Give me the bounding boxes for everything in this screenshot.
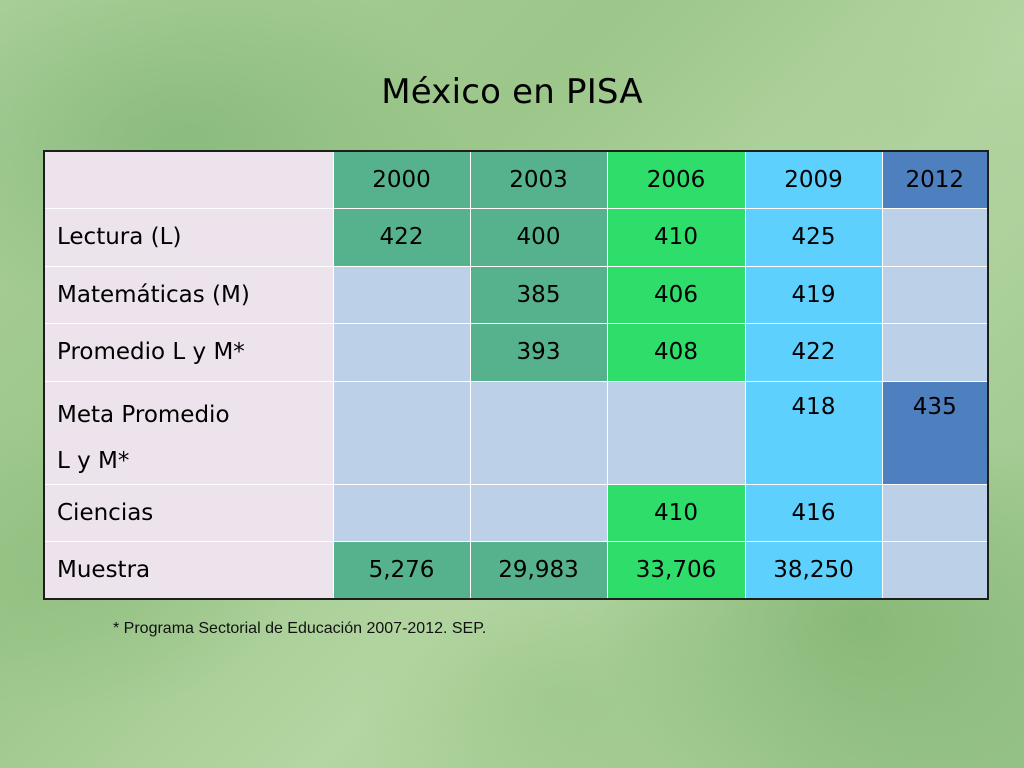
table-cell: 29,983 bbox=[469, 540, 608, 600]
table-cell: 410 bbox=[606, 207, 746, 267]
row-label: Matemáticas (M) bbox=[43, 265, 334, 324]
table-cell: 408 bbox=[606, 322, 746, 382]
table-row-lectura: Lectura (L) 422 400 410 425 bbox=[43, 207, 989, 267]
row-label: Ciencias bbox=[43, 483, 334, 542]
table-row-ciencias: Ciencias 410 416 bbox=[43, 483, 989, 542]
table-cell: 393 bbox=[469, 322, 608, 382]
row-label: Meta Promedio L y M* bbox=[43, 380, 334, 485]
table-cell bbox=[332, 483, 471, 542]
table-cell bbox=[469, 380, 608, 485]
table-cell: 422 bbox=[332, 207, 471, 267]
table-cell bbox=[881, 207, 989, 267]
table-cell bbox=[332, 322, 471, 382]
table-cell bbox=[881, 265, 989, 324]
table-cell bbox=[332, 265, 471, 324]
year-header-2000: 2000 bbox=[332, 150, 471, 209]
table-cell: 385 bbox=[469, 265, 608, 324]
table-cell: 410 bbox=[606, 483, 746, 542]
header-corner-cell bbox=[43, 150, 334, 209]
row-label-line: L y M* bbox=[57, 447, 130, 474]
table-cell: 5,276 bbox=[332, 540, 471, 600]
slide-title: México en PISA bbox=[381, 72, 643, 112]
table-cell bbox=[881, 540, 989, 600]
table-cell bbox=[469, 483, 608, 542]
table-cell bbox=[332, 380, 471, 485]
table-cell: 33,706 bbox=[606, 540, 746, 600]
table-cell bbox=[881, 322, 989, 382]
year-header-2012: 2012 bbox=[881, 150, 989, 209]
year-header-2003: 2003 bbox=[469, 150, 608, 209]
table-cell bbox=[881, 483, 989, 542]
table-row-matematicas: Matemáticas (M) 385 406 419 bbox=[43, 265, 989, 324]
table-cell: 422 bbox=[744, 322, 883, 382]
table-cell: 425 bbox=[744, 207, 883, 267]
row-label-line: Meta Promedio bbox=[57, 401, 230, 428]
table-cell: 38,250 bbox=[744, 540, 883, 600]
year-header-2006: 2006 bbox=[606, 150, 746, 209]
table-cell: 435 bbox=[881, 380, 989, 485]
header-row: 2000 2003 2006 2009 2012 bbox=[43, 150, 989, 209]
row-label: Lectura (L) bbox=[43, 207, 334, 267]
table-cell: 416 bbox=[744, 483, 883, 542]
table-cell bbox=[606, 380, 746, 485]
table-cell: 419 bbox=[744, 265, 883, 324]
table-cell: 406 bbox=[606, 265, 746, 324]
table-cell: 400 bbox=[469, 207, 608, 267]
table-cell: 418 bbox=[744, 380, 883, 485]
table-row-meta-promedio: Meta Promedio L y M* 418 435 bbox=[43, 380, 989, 485]
row-label: Muestra bbox=[43, 540, 334, 600]
pisa-results-table: 2000 2003 2006 2009 2012 Lectura (L) 422… bbox=[43, 150, 989, 600]
row-label: Promedio L y M* bbox=[43, 322, 334, 382]
year-header-2009: 2009 bbox=[744, 150, 883, 209]
table-row-promedio: Promedio L y M* 393 408 422 bbox=[43, 322, 989, 382]
table-row-muestra: Muestra 5,276 29,983 33,706 38,250 bbox=[43, 540, 989, 600]
footnote: * Programa Sectorial de Educación 2007-2… bbox=[113, 620, 487, 637]
